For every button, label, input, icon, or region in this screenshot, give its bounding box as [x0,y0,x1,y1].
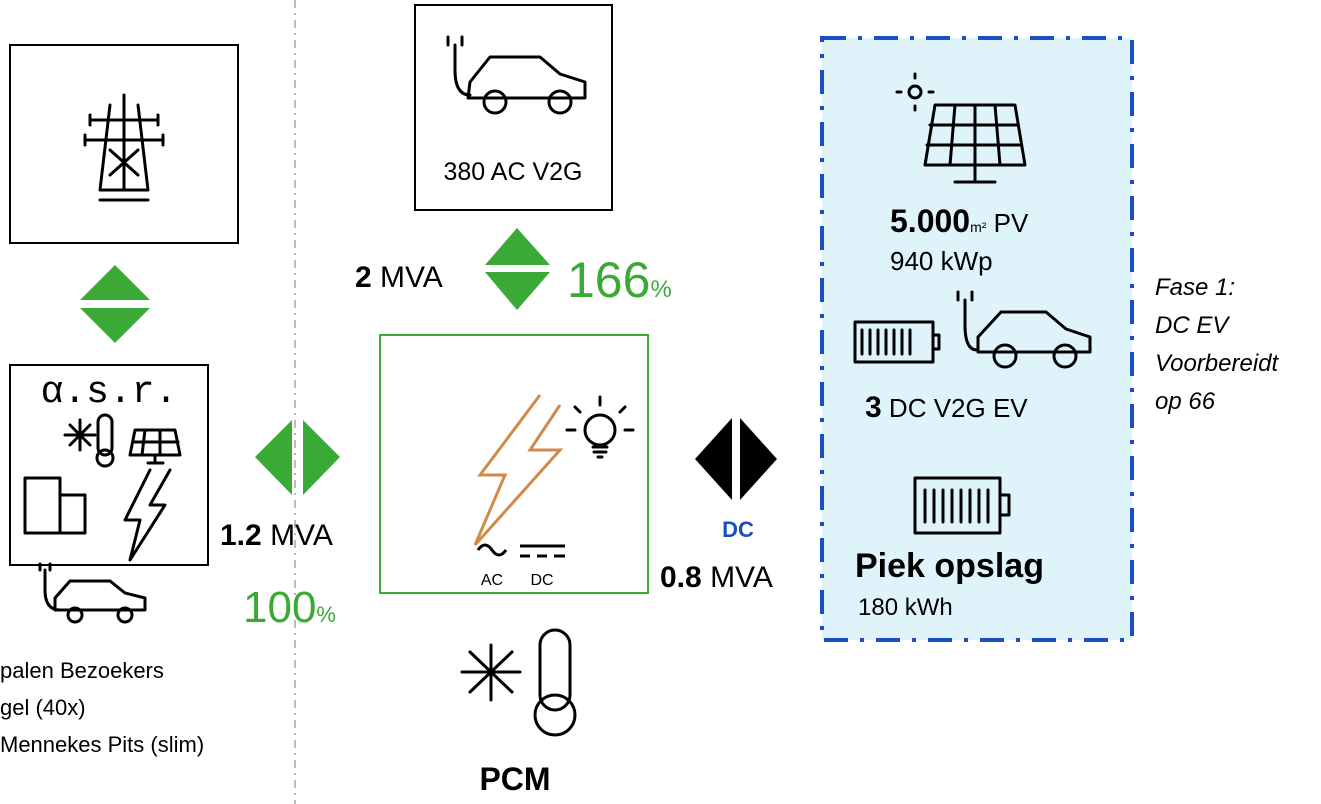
dc-link-type: DC [722,517,754,542]
dc-symbol [520,544,565,558]
phase-note: DC EV [1155,312,1230,339]
pcm-label: PCM [479,761,550,797]
pylon-icon [83,93,165,202]
dc-link-label: 0.8 MVA [660,561,773,594]
ac-symbol [476,543,508,557]
arrow-up [80,265,150,300]
note-line: Mennekes Pits (slim) [0,732,204,757]
percent-unit: % [650,276,671,303]
phase-note: op 66 [1155,388,1216,415]
asr-link-percent: 100% [243,583,336,632]
storage-title: Piek opslag [855,547,1044,585]
pv-label: 5.000m² PV [890,203,1029,239]
asr-label: α.s.r. [41,371,178,414]
arrow-down [80,308,150,343]
percent: 166 [567,252,650,308]
pv-name: PV [994,208,1029,238]
storage-capacity: 180 kWh [858,594,953,621]
link-value: 2 [355,261,372,294]
arrow-right [303,420,340,495]
bulb-icon [565,395,635,459]
percent: 100 [243,583,316,632]
arrow-right [740,418,777,500]
grid-link-percent: 166% [567,252,672,308]
ac-label: AC [481,572,503,589]
arrow-left [255,420,292,495]
pv-power: 940 kWp [890,246,993,276]
link-value: 1.2 [220,519,262,552]
arrow-left [695,418,732,500]
top-box-label: 380 AC V2G [444,158,583,186]
arrow-down [485,272,550,310]
link-unit: MVA [380,261,443,294]
percent-unit: % [316,602,336,627]
dc-label: DC [530,572,553,589]
note-line: palen Bezoekers [0,658,164,683]
asr-link-label: 1.2 MVA [220,519,333,552]
pv-area: 5.000 [890,203,970,239]
link-value: 0.8 [660,561,702,594]
battery-icon [913,476,1011,535]
solar-icon [895,72,1027,184]
phase-note: Fase 1: [1155,274,1235,301]
asr-icons [23,413,182,562]
pv-area-unit: m² [970,219,987,235]
ev-label: 3 DC V2G EV [865,391,1028,424]
car-icon-small [38,562,147,624]
car-icon [446,35,587,115]
ev-name: DC V2G EV [889,393,1028,423]
battery-car-icon [853,290,1092,369]
note-line: gel (40x) [0,695,86,720]
ev-count: 3 [865,391,882,424]
lightning-icon [473,394,564,547]
grid-link-label: 2 MVA [355,261,443,294]
phase-note: Voorbereidt [1155,350,1280,377]
link-unit: MVA [710,561,773,594]
pcm-icon [460,628,577,737]
arrow-up [485,228,550,265]
link-unit: MVA [270,519,333,552]
center-box [379,334,649,594]
